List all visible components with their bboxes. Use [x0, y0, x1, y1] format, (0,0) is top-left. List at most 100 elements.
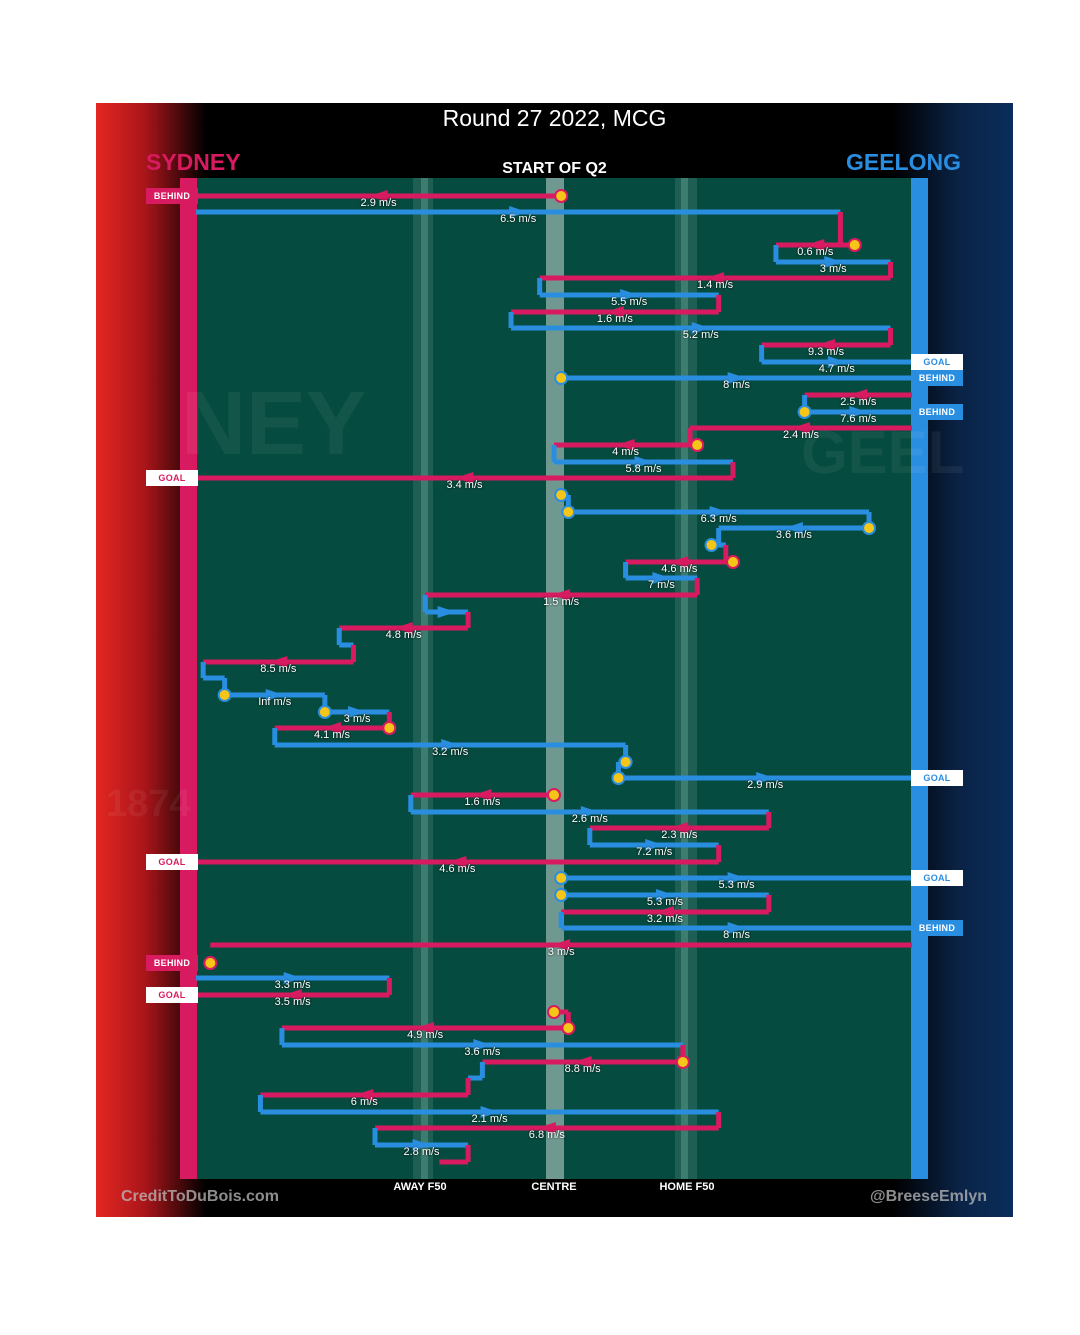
- speed-label: 1.5 m/s: [543, 596, 580, 608]
- speed-label: 8 m/s: [723, 929, 751, 941]
- team-home-label: SYDNEY: [146, 149, 241, 175]
- stoppage-marker: [618, 755, 633, 769]
- speed-label: 8.5 m/s: [260, 663, 297, 675]
- direction-arrow: [509, 206, 528, 218]
- zone-label-home-f50: HOME F50: [659, 1181, 715, 1193]
- speed-label: 4 m/s: [612, 446, 640, 458]
- direction-arrow: [448, 856, 467, 868]
- speed-label: 8.8 m/s: [564, 1063, 601, 1075]
- stoppage-marker: [203, 956, 218, 970]
- chart-frame: NEY GEEL 1874 Round 27 2022, MCG START O…: [96, 103, 1013, 1217]
- stoppage-marker: [547, 1005, 561, 1019]
- chart-subtitle: START OF Q2: [502, 160, 607, 177]
- speed-label: 2.8 m/s: [403, 1146, 440, 1158]
- direction-arrow: [655, 906, 674, 918]
- direction-arrow: [348, 706, 367, 718]
- speed-label: 2.1 m/s: [471, 1113, 508, 1125]
- result-tag-behind: BEHIND: [911, 920, 963, 936]
- stoppage-marker: [797, 405, 812, 419]
- result-tag-goal: GOAL: [911, 770, 963, 786]
- direction-arrow: [265, 689, 284, 701]
- direction-arrow: [849, 389, 868, 401]
- direction-arrow: [827, 356, 846, 368]
- speed-label: 5.8 m/s: [625, 463, 662, 475]
- speed-label: 3 m/s: [819, 263, 847, 275]
- speed-label: 5.5 m/s: [611, 296, 648, 308]
- speed-label: 3 m/s: [547, 946, 575, 958]
- direction-arrow: [806, 239, 825, 251]
- speed-label: 2.3 m/s: [661, 829, 698, 841]
- speed-label: 2.4 m/s: [782, 429, 820, 441]
- stoppage-marker: [554, 488, 569, 502]
- direction-arrow: [706, 272, 725, 284]
- speed-label: 4.6 m/s: [661, 563, 698, 575]
- direction-arrow: [727, 872, 746, 884]
- direction-arrow: [727, 372, 746, 384]
- direction-arrow: [552, 589, 571, 601]
- direction-arrow: [824, 256, 843, 268]
- direction-arrow: [652, 572, 671, 584]
- speed-label: 7.2 m/s: [636, 846, 673, 858]
- speed-label: 2.5 m/s: [840, 396, 877, 408]
- direction-arrow: [620, 289, 639, 301]
- direction-arrow: [756, 772, 775, 784]
- speed-label: 3 m/s: [343, 713, 371, 725]
- stoppage-marker: [862, 521, 877, 535]
- speed-label: 5.3 m/s: [646, 896, 684, 908]
- result-tag-behind: BEHIND: [146, 955, 198, 971]
- direction-arrow: [441, 739, 460, 751]
- speed-label: 3.3 m/s: [274, 979, 311, 991]
- direction-arrow: [691, 322, 710, 334]
- watermark-sydney: NEY: [181, 374, 367, 474]
- speed-label: 8 m/s: [723, 379, 751, 391]
- result-tag-goal: GOAL: [146, 987, 198, 1003]
- direction-arrow: [473, 1039, 492, 1051]
- zone-label-centre: CENTRE: [531, 1181, 577, 1193]
- direction-arrow: [655, 889, 674, 901]
- away-f50-line: [421, 178, 428, 1179]
- direction-arrow: [283, 972, 302, 984]
- speed-label: 7 m/s: [647, 579, 675, 591]
- direction-arrow: [473, 789, 492, 801]
- speed-label: 1.6 m/s: [464, 796, 501, 808]
- result-tag-goal: GOAL: [911, 870, 963, 886]
- speed-label: 7.6 m/s: [840, 413, 877, 425]
- result-tag-behind: BEHIND: [146, 188, 198, 204]
- speed-label: 4.9 m/s: [407, 1029, 444, 1041]
- direction-arrow: [817, 339, 836, 351]
- stoppage-marker: [554, 888, 569, 902]
- speed-label: 3.5 m/s: [274, 996, 311, 1008]
- direction-arrow: [394, 622, 413, 634]
- speed-label: 3.2 m/s: [646, 913, 684, 925]
- speed-label: 3.2 m/s: [432, 746, 469, 758]
- stoppage-marker: [554, 189, 569, 203]
- stoppage-marker: [382, 721, 397, 735]
- chain-plot: [196, 189, 912, 1165]
- direction-arrow: [849, 406, 868, 418]
- speed-label: 9.3 m/s: [808, 346, 845, 358]
- result-tag-goal: GOAL: [146, 470, 198, 486]
- speed-label: 6.5 m/s: [500, 213, 537, 225]
- stoppage-marker: [217, 688, 232, 702]
- speed-label: 5.2 m/s: [682, 329, 719, 341]
- direction-arrow: [580, 806, 599, 818]
- speed-label: 3.6 m/s: [775, 529, 812, 541]
- speed-label: 2.9 m/s: [360, 197, 397, 209]
- speed-label: 4.8 m/s: [385, 629, 422, 641]
- result-tag-behind: BEHIND: [911, 404, 963, 420]
- stoppage-marker: [547, 788, 561, 802]
- speed-label: Inf m/s: [258, 696, 292, 708]
- speed-label: 3.4 m/s: [446, 479, 483, 491]
- direction-arrow: [355, 1089, 374, 1101]
- stoppage-marker: [847, 238, 862, 252]
- sydney-goal-bar: [180, 178, 197, 1179]
- credit-handle: @BreeseEmlyn: [870, 1188, 987, 1205]
- direction-arrow: [670, 822, 689, 834]
- direction-arrow: [792, 422, 811, 434]
- direction-arrow: [537, 1122, 556, 1134]
- home-f50-line: [681, 178, 688, 1179]
- stoppage-marker: [704, 538, 719, 552]
- direction-arrow: [784, 522, 803, 534]
- direction-arrow: [727, 922, 746, 934]
- direction-arrow: [269, 656, 288, 668]
